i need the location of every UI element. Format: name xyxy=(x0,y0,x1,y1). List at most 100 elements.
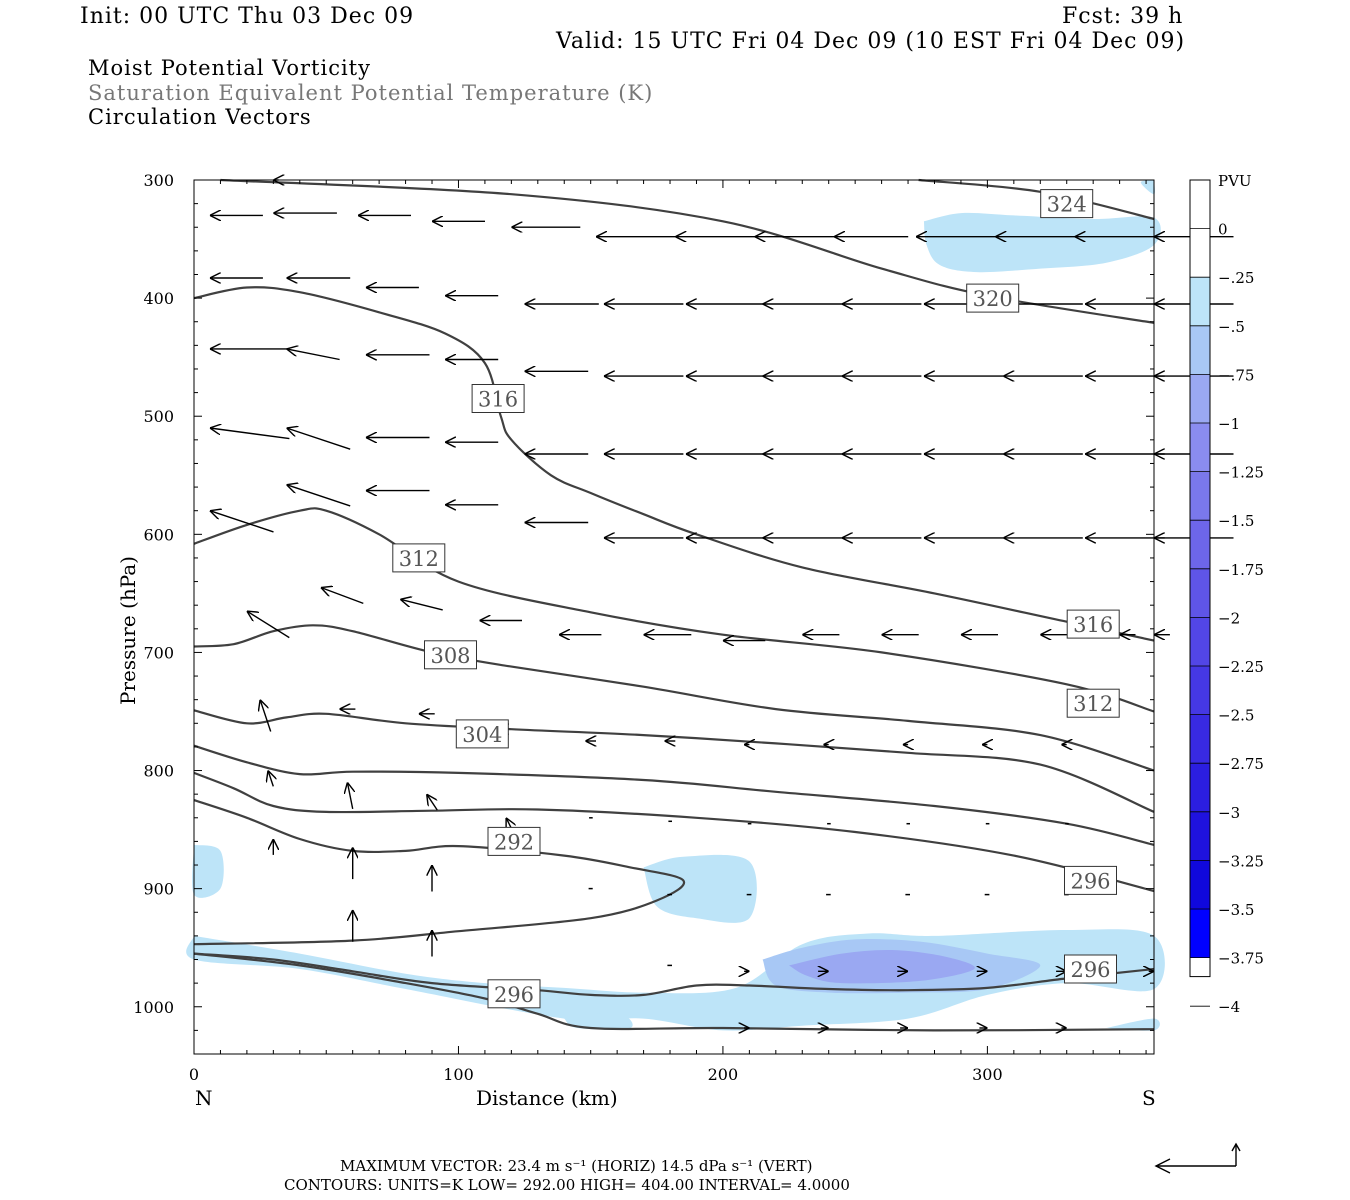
circulation-vector xyxy=(427,794,438,811)
x-axis-title: Distance (km) xyxy=(476,1086,618,1110)
y-tick-label: 900 xyxy=(143,880,174,899)
colorbar-label: −.5 xyxy=(1218,318,1245,336)
y-axis-title: Pressure (hPa) xyxy=(116,556,140,705)
theta-es-contour xyxy=(193,744,1155,846)
contour-labels: 324 320 316 316 312 312 308 304 292 296 296 296 xyxy=(392,189,1120,1009)
colorbar-label: −1 xyxy=(1218,415,1240,433)
pv-region xyxy=(1106,1018,1160,1031)
colorbar-swatch xyxy=(1190,325,1210,375)
circulation-vector xyxy=(347,782,352,810)
colorbar-label: −3.5 xyxy=(1218,901,1254,919)
contour-label: 304 xyxy=(455,719,509,749)
colorbar-swatch xyxy=(1190,909,1210,958)
init-time: Init: 00 UTC Thu 03 Dec 09 xyxy=(80,4,415,29)
pv-region xyxy=(564,1012,633,1030)
theta-es-contour xyxy=(193,771,1155,893)
colorbar-swatch xyxy=(1190,666,1210,715)
circulation-vector xyxy=(210,511,274,533)
forecast-hour: Fcst: 39 h xyxy=(1062,4,1184,29)
circulation-vector xyxy=(506,818,511,829)
circulation-vector xyxy=(260,700,272,732)
colorbar-label: −4 xyxy=(1218,998,1240,1016)
contour-label-text: 316 xyxy=(1073,613,1113,637)
contour-info-note: CONTOURS: UNITS=K LOW= 292.00 HIGH= 404.… xyxy=(284,1176,850,1194)
contour-label-text: 308 xyxy=(430,644,470,668)
colorbar-swatch xyxy=(1190,471,1210,521)
contour-label-text: 312 xyxy=(399,547,439,571)
field-title-theta-es: Saturation Equivalent Potential Temperat… xyxy=(88,81,654,105)
y-tick-label: 400 xyxy=(143,289,174,308)
contour-label-text: 292 xyxy=(494,830,534,854)
cross-section-chart: 324 320 316 316 312 312 308 304 292 296 296 296 300… xyxy=(116,171,1264,1110)
contour-label: 312 xyxy=(1066,688,1120,718)
colorbar-label: −1.5 xyxy=(1218,512,1254,530)
colorbar-label: 0 xyxy=(1218,221,1228,239)
contour-label: 324 xyxy=(1040,189,1094,219)
pv-region xyxy=(643,854,757,923)
contour-label-text: 316 xyxy=(478,388,518,412)
theta-es-contour xyxy=(918,178,1155,221)
theta-es-contour xyxy=(193,709,1155,813)
contour-label-text: 312 xyxy=(1073,692,1113,716)
colorbar-unit: PVU xyxy=(1218,172,1252,190)
contour-label: 316 xyxy=(471,384,525,413)
circulation-vector xyxy=(268,771,273,787)
colorbar-swatch xyxy=(1190,568,1210,618)
reference-vector-icon xyxy=(1154,1142,1241,1174)
x-tick-label: 100 xyxy=(443,1065,474,1084)
endpoint-south: S xyxy=(1142,1086,1156,1110)
plot-frame xyxy=(193,179,1155,1055)
contour-label: 320 xyxy=(966,283,1020,313)
field-title-mpv: Moist Potential Vorticity xyxy=(88,56,371,80)
theta-es-contour xyxy=(193,286,1155,642)
pv-colorbar: 0 −.25 −.5 −.75 −1 −1.25 −1.5 −1.75 −2 −2.25 −2.5 −… xyxy=(1189,179,1264,1016)
circulation-vector xyxy=(210,428,290,440)
pv-shading xyxy=(186,180,1165,1031)
theta-es-contour xyxy=(193,952,1155,997)
contour-label: 296 xyxy=(1064,865,1117,895)
y-tick-label: 600 xyxy=(143,525,174,544)
circulation-vector xyxy=(287,349,340,361)
y-tick-label: 1000 xyxy=(133,998,174,1017)
colorbar-label: −3.75 xyxy=(1218,950,1264,968)
colorbar-swatch xyxy=(1190,617,1210,666)
y-tick-label: 700 xyxy=(143,643,174,662)
colorbar-swatch xyxy=(1190,520,1210,569)
colorbar-label: −1.75 xyxy=(1218,561,1264,579)
circulation-vector xyxy=(400,599,443,611)
contour-label-text: 324 xyxy=(1047,193,1087,217)
circulation-vector xyxy=(321,588,364,605)
y-tick-label: 500 xyxy=(143,407,174,426)
contour-label: 296 xyxy=(1064,954,1117,984)
contour-label: 296 xyxy=(487,979,541,1009)
colorbar-label: −2.25 xyxy=(1218,658,1264,676)
theta-es-contour xyxy=(193,952,1155,1032)
contour-label-text: 296 xyxy=(1070,958,1110,982)
circulation-vector xyxy=(287,485,351,507)
theta-es-contour xyxy=(193,799,686,946)
colorbar-label: −3.25 xyxy=(1218,852,1264,870)
contour-label-text: 296 xyxy=(494,983,534,1007)
circulation-vector xyxy=(287,428,351,450)
contour-label-text: 304 xyxy=(462,723,502,747)
contour-label: 308 xyxy=(424,640,477,670)
colorbar-swatch xyxy=(1190,811,1210,861)
x-tick-label: 0 xyxy=(189,1065,199,1084)
field-title-vectors: Circulation Vectors xyxy=(88,105,312,129)
colorbar-swatch xyxy=(1190,714,1210,764)
circulation-vector xyxy=(247,611,290,639)
pv-region xyxy=(789,949,975,984)
theta-es-contour xyxy=(193,507,1155,713)
colorbar-swatch xyxy=(1190,374,1210,423)
endpoint-north: N xyxy=(195,1086,213,1110)
contour-label: 292 xyxy=(487,826,541,856)
theta-es-contour xyxy=(193,624,1155,772)
colorbar-label: −2 xyxy=(1218,609,1240,627)
pv-region xyxy=(186,929,1165,1031)
colorbar-label: −3 xyxy=(1218,804,1240,822)
colorbar-label: −2.75 xyxy=(1218,755,1264,773)
colorbar-label: −.75 xyxy=(1218,366,1254,384)
pv-region xyxy=(1140,180,1155,195)
y-tick-label: 300 xyxy=(143,171,174,190)
x-tick-label: 300 xyxy=(972,1065,1003,1084)
